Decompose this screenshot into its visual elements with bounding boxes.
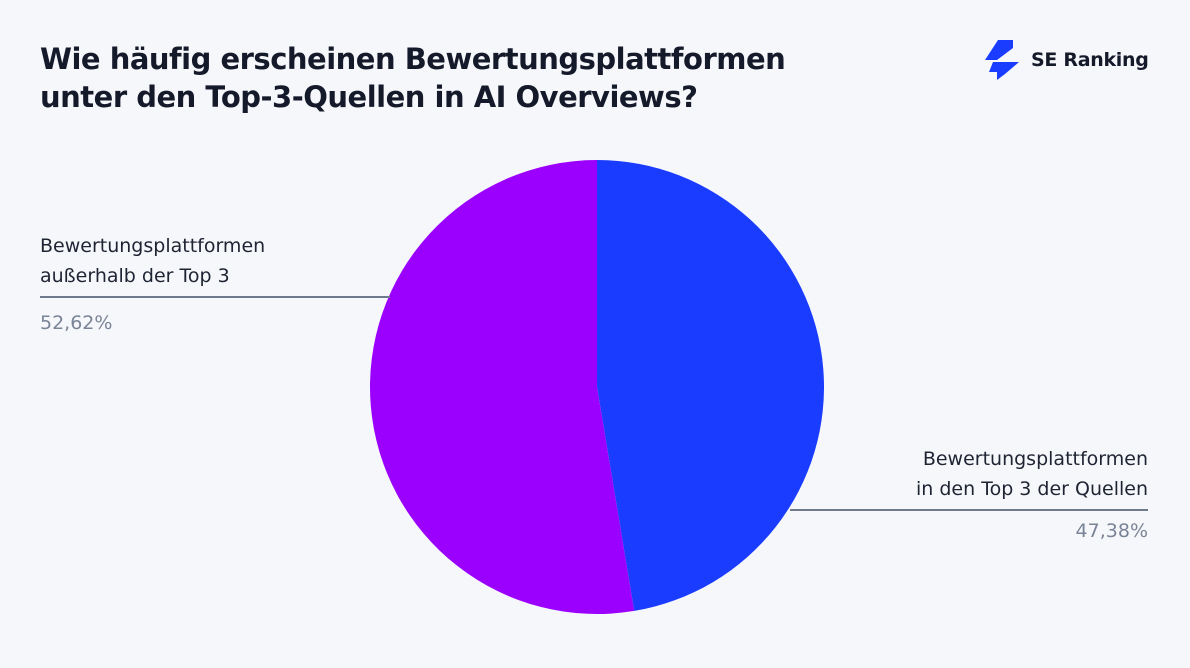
- value-in-top3: 47,38%: [1075, 520, 1148, 542]
- title-line-2: unter den Top-3-Quellen in AI Overviews?: [40, 80, 698, 114]
- label-outside-top3: Bewertungsplattformen außerhalb der Top …: [40, 231, 265, 291]
- label-in-top3: Bewertungsplattformen in den Top 3 der Q…: [916, 444, 1148, 504]
- logo-text: SE Ranking: [1031, 49, 1149, 71]
- label-in-line2: in den Top 3 der Quellen: [916, 478, 1148, 500]
- label-outside-line1: Bewertungsplattformen: [40, 235, 266, 257]
- se-ranking-bolt-icon: [985, 40, 1019, 80]
- leader-line-outside: [40, 296, 390, 298]
- title-line-1: Wie häufig erscheinen Bewertungsplattfor…: [40, 42, 786, 76]
- leader-line-in: [790, 509, 1148, 511]
- label-outside-line2: außerhalb der Top 3: [40, 265, 230, 287]
- chart-title: Wie häufig erscheinen Bewertungsplattfor…: [40, 40, 786, 116]
- se-ranking-logo: SE Ranking: [985, 40, 1149, 80]
- pie-slice-in-top3: [597, 160, 825, 611]
- pie-slice-outside-top3: [370, 160, 635, 614]
- label-in-line1: Bewertungsplattformen: [922, 448, 1148, 470]
- value-outside-top3: 52,62%: [40, 312, 113, 334]
